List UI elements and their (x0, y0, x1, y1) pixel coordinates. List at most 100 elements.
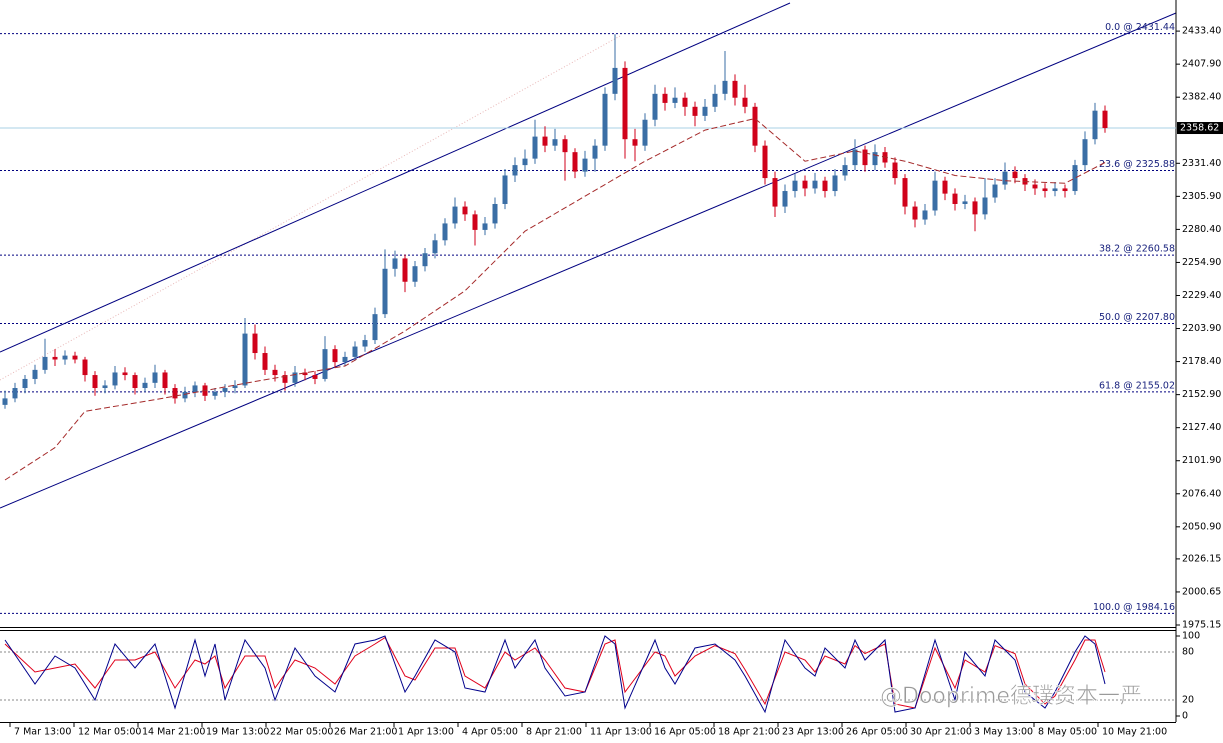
candle-body (902, 178, 908, 207)
watermark: @Dooprime德璞资本一严 (880, 684, 1142, 709)
candle-body (492, 203, 498, 224)
x-tick-label: 16 Apr 05:00 (654, 727, 716, 738)
candle-body (42, 356, 48, 370)
candle-body (582, 158, 588, 172)
candle-body (662, 93, 668, 103)
candle-body (842, 165, 848, 176)
candle-body (642, 119, 648, 146)
candle-body (362, 340, 368, 347)
candle-body (552, 139, 558, 146)
candle-body (632, 139, 638, 146)
candle-body (702, 106, 708, 116)
candle-body (432, 240, 438, 254)
candle-body (652, 93, 658, 120)
candle-body (252, 333, 258, 354)
x-tick-label: 12 Mar 05:00 (78, 727, 141, 738)
candle-body (782, 191, 788, 207)
x-tick-label: 26 Mar 21:00 (334, 727, 397, 738)
candle-body (812, 180, 818, 189)
candle-body (572, 152, 578, 172)
candle-body (72, 355, 78, 360)
candle-body (772, 178, 778, 207)
x-tick-label: 3 May 13:00 (974, 727, 1033, 738)
candle-body (802, 180, 808, 189)
candle-body (312, 375, 318, 379)
candle-body (522, 158, 528, 166)
x-tick-label: 23 Apr 13:00 (782, 727, 844, 738)
stoch-tick-label: 20 (1182, 695, 1194, 706)
candle-body (712, 93, 718, 107)
fib-label: 61.8 @ 2155.02 (1099, 380, 1175, 391)
candle-body (92, 375, 98, 389)
y-tick-label: 2026.15 (1182, 553, 1221, 564)
candle-body (832, 175, 838, 192)
candle-body (152, 372, 158, 383)
candle-body (52, 356, 58, 360)
y-tick-label: 2076.40 (1182, 488, 1221, 499)
candle-body (352, 346, 358, 357)
y-tick-label: 2152.90 (1182, 389, 1221, 400)
x-tick-label: 22 Mar 05:00 (270, 727, 333, 738)
y-tick-label: 2229.40 (1182, 290, 1221, 301)
y-tick-label: 2050.90 (1182, 521, 1221, 532)
candle-body (302, 372, 308, 376)
candle-body (12, 388, 18, 399)
candle-body (292, 372, 298, 383)
candle-body (32, 369, 38, 379)
candle-body (472, 214, 478, 230)
y-tick-label: 2000.65 (1182, 586, 1221, 597)
candle-body (862, 149, 868, 166)
candle-body (1032, 184, 1038, 189)
candle-body (322, 349, 328, 379)
x-tick-label: 19 Mar 13:00 (206, 727, 269, 738)
candle-body (262, 353, 268, 370)
guide-line (0, 35, 621, 381)
fib-label: 50.0 @ 2207.80 (1099, 312, 1175, 323)
stoch-tick-label: 100 (1182, 631, 1200, 642)
candle-body (892, 162, 898, 179)
stochastic-line (4, 636, 1106, 709)
candle-body (222, 388, 228, 392)
fib-label: 0.0 @ 2431.44 (1105, 22, 1175, 33)
candle-body (442, 223, 448, 241)
candle-body (922, 210, 928, 220)
candle-body (182, 391, 188, 399)
candle-body (482, 223, 488, 230)
candle-body (232, 385, 238, 389)
candle-body (992, 184, 998, 198)
candle-body (602, 93, 608, 146)
candle-body (1042, 188, 1048, 192)
stochastic-line (4, 635, 1106, 714)
candle-body (542, 136, 548, 146)
candle-body (342, 356, 348, 363)
candle-body (682, 97, 688, 107)
candle-body (912, 206, 918, 220)
candle-body (452, 206, 458, 224)
candle-body (402, 258, 408, 282)
x-tick-label: 14 Mar 21:00 (142, 727, 205, 738)
candle-body (532, 136, 538, 159)
stoch-tick-label: 80 (1182, 647, 1194, 658)
candle-body (2, 398, 8, 405)
candle-body (1102, 110, 1108, 129)
x-tick-label: 8 May 05:00 (1038, 727, 1097, 738)
candle-body (932, 180, 938, 211)
candle-body (172, 388, 178, 399)
candle-body (192, 385, 198, 392)
candle-body (612, 67, 618, 94)
candle-body (982, 197, 988, 215)
fib-label: 23.6 @ 2325.88 (1099, 159, 1175, 170)
y-tick-label: 2382.40 (1182, 92, 1221, 103)
candle-body (132, 375, 138, 389)
candle-body (972, 201, 978, 215)
channel-upper (0, 2, 791, 353)
candle-body (122, 372, 128, 376)
x-tick-label: 1 Apr 13:00 (398, 727, 454, 738)
candle-body (1062, 188, 1068, 192)
candle-body (762, 145, 768, 179)
moving-average (4, 117, 1106, 481)
channel-lower (0, 12, 1177, 509)
candle-body (1002, 171, 1008, 185)
